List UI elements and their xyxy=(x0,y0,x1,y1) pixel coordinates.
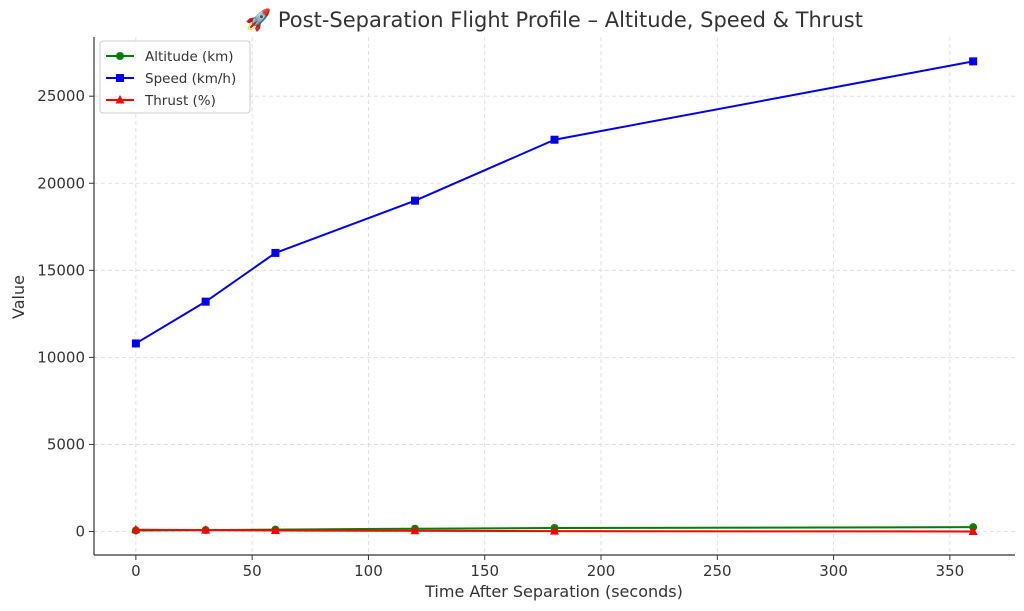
chart-title: 🚀 Post-Separation Flight Profile – Altit… xyxy=(245,7,863,32)
y-tick-label: 10000 xyxy=(37,348,85,366)
legend-item-altitude: Altitude (km) xyxy=(106,49,234,65)
legend-label: Thrust (%) xyxy=(144,93,216,109)
thrust-point xyxy=(410,525,420,535)
x-tick-label: 50 xyxy=(243,562,262,580)
legend-label: Speed (km/h) xyxy=(145,71,236,87)
x-tick-label: 0 xyxy=(131,562,141,580)
speed-point xyxy=(131,339,140,348)
legend-swatch-marker xyxy=(115,95,125,104)
speed-line xyxy=(135,60,974,345)
axes xyxy=(89,37,1015,560)
legend-items: Altitude (km) Speed (km/h) Thrust (%) xyxy=(106,49,236,109)
legend-box xyxy=(99,40,251,114)
y-axis-label: Value xyxy=(9,275,28,319)
x-tick-label: 350 xyxy=(936,562,965,580)
y-tick-label: 25000 xyxy=(37,87,85,105)
tick-labels: 0 50 100 150 200 250 300 350 0 5000 10000 15000 2000… xyxy=(37,87,964,580)
x-tick-label: 300 xyxy=(819,562,848,580)
speed-point xyxy=(550,135,559,144)
y-tick-label: 20000 xyxy=(37,174,85,192)
x-tick-label: 150 xyxy=(470,562,499,580)
x-axis-label: Time After Separation (seconds) xyxy=(424,582,683,601)
y-tick-label: 15000 xyxy=(37,261,85,279)
x-tick-label: 200 xyxy=(587,562,616,580)
legend-item-speed: Speed (km/h) xyxy=(106,71,236,87)
speed-point xyxy=(969,57,978,66)
speed-point xyxy=(410,196,419,205)
thrust-line xyxy=(135,528,974,533)
thrust-point xyxy=(968,526,978,535)
thrust-point xyxy=(270,525,280,534)
thrust-point xyxy=(131,524,141,534)
legend-item-thrust: Thrust (%) xyxy=(106,93,216,109)
speed-point xyxy=(271,248,280,257)
x-tick-label: 250 xyxy=(703,562,732,580)
series-layer xyxy=(131,57,978,535)
legend-swatch-marker xyxy=(116,52,124,60)
speed-point xyxy=(201,297,210,306)
legend-label: Altitude (km) xyxy=(145,49,234,65)
legend-swatch-marker xyxy=(116,74,124,82)
thrust-series xyxy=(131,524,978,535)
thrust-point xyxy=(550,526,559,535)
y-tick-label: 0 xyxy=(75,522,85,540)
speed-series xyxy=(131,57,978,348)
grid xyxy=(94,37,1015,555)
thrust-point xyxy=(201,525,211,534)
y-tick-label: 5000 xyxy=(47,435,85,453)
x-tick-label: 100 xyxy=(354,562,383,580)
legend: Altitude (km) Speed (km/h) Thrust (%) xyxy=(99,40,251,114)
